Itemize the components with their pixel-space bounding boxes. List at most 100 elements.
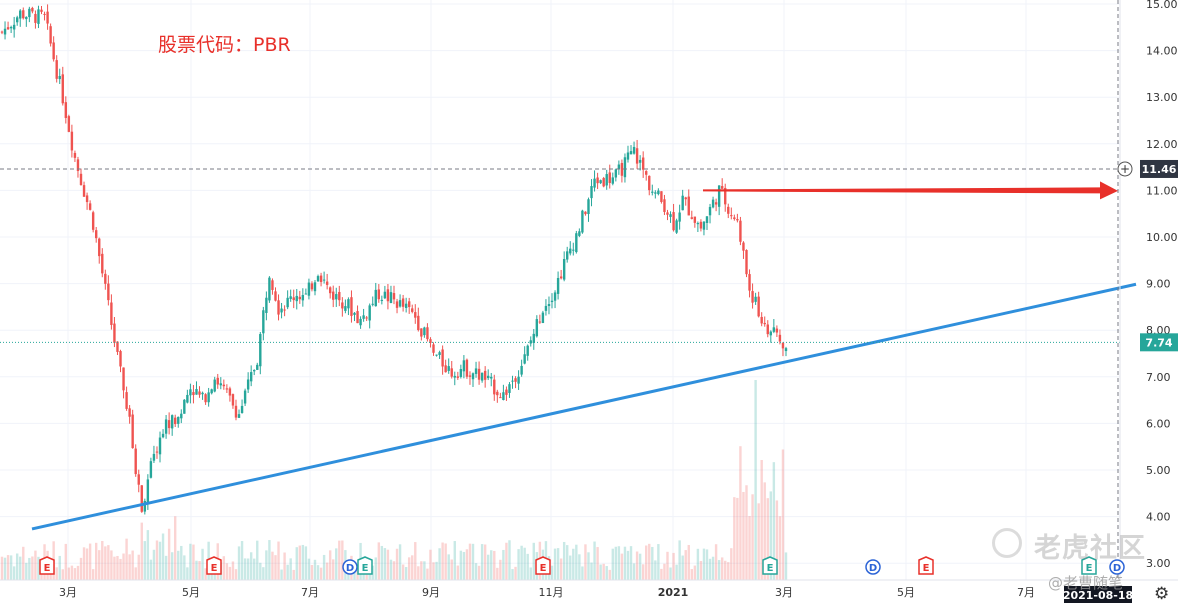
date-badge xyxy=(1064,586,1132,603)
candle-body xyxy=(514,378,517,382)
earnings-icon xyxy=(1081,556,1097,575)
volume-bar xyxy=(502,549,505,580)
candle-body xyxy=(28,8,31,18)
price-axis[interactable]: 15.0014.0013.0012.0011.0010.009.008.007.… xyxy=(1117,0,1178,580)
plus-icon[interactable]: + xyxy=(1120,162,1130,176)
candle-body xyxy=(553,292,557,301)
y-tick-label: 5.00 xyxy=(1146,464,1171,477)
event-marker-D[interactable]: D xyxy=(865,559,881,575)
candle-body xyxy=(465,359,469,377)
candle-body xyxy=(566,251,569,260)
event-marker-D[interactable]: D xyxy=(1109,559,1125,575)
candle-body xyxy=(757,296,760,317)
event-marker-E[interactable]: E xyxy=(762,556,778,575)
volume-bar xyxy=(599,564,602,580)
volume-bar xyxy=(268,540,271,580)
candle-body xyxy=(186,394,189,403)
event-marker-E[interactable]: E xyxy=(535,556,551,575)
volume-bar xyxy=(487,554,490,580)
candle-body xyxy=(581,210,584,233)
event-marker-E[interactable]: E xyxy=(357,556,373,575)
candle-body xyxy=(73,152,77,158)
volume-bar xyxy=(58,555,61,580)
event-label: E xyxy=(211,563,218,574)
candle-body xyxy=(727,206,730,214)
volume-bar xyxy=(104,546,107,580)
volume-bar xyxy=(9,555,13,580)
event-marker-E[interactable]: E xyxy=(1081,556,1097,575)
candle-body xyxy=(143,500,147,512)
volume-bar xyxy=(471,543,475,580)
volume-bar xyxy=(389,559,393,580)
candle-body xyxy=(9,26,13,29)
candle-body xyxy=(249,372,253,382)
candle-body xyxy=(313,282,317,292)
watermark-brand: 老虎社区 xyxy=(1034,533,1146,564)
volume-bar xyxy=(271,551,274,580)
candle-body xyxy=(711,199,715,208)
volume-bar xyxy=(31,556,34,580)
candle-body xyxy=(79,173,83,185)
volume-bar xyxy=(107,545,110,580)
candle-body xyxy=(477,368,481,380)
volume-bar xyxy=(392,561,396,580)
candle-body xyxy=(268,277,271,301)
candle-body xyxy=(462,360,466,372)
volume-bar xyxy=(155,540,159,580)
volume-bar xyxy=(663,563,666,580)
volume-bar xyxy=(131,550,134,580)
candle-body xyxy=(55,60,58,79)
volume-bar xyxy=(724,560,727,580)
x-tick-label: 7月 xyxy=(1017,586,1035,599)
volume-bar xyxy=(234,569,238,580)
volume-bar xyxy=(757,503,760,580)
candle-body xyxy=(259,334,262,367)
candle-body xyxy=(225,388,229,390)
volume-bar xyxy=(426,568,429,580)
candle-body xyxy=(654,192,657,194)
volume-bar xyxy=(328,550,332,580)
candle-body xyxy=(107,283,110,301)
event-label: D xyxy=(346,563,354,574)
volume-bar xyxy=(79,557,83,580)
event-label: E xyxy=(362,563,369,574)
time-axis[interactable]: 3月 5月 7月 9月 11月 2021 3月 5月 7月 2021-08-18 xyxy=(0,579,1178,603)
event-marker-D[interactable]: D xyxy=(342,559,358,575)
volume-bar xyxy=(496,567,499,580)
volume-bar xyxy=(204,568,207,580)
candle-body xyxy=(663,199,666,212)
candle-body xyxy=(85,195,89,203)
volume-bar xyxy=(335,548,338,580)
candle-body xyxy=(213,379,216,392)
candle-body xyxy=(562,258,566,280)
gear-icon[interactable]: ⚙ xyxy=(1154,584,1170,604)
volume-bar xyxy=(25,562,28,580)
x-tick-label: 11月 xyxy=(539,586,564,599)
candle-body xyxy=(714,202,718,205)
event-marker-E[interactable]: E xyxy=(39,556,55,575)
volume-bar xyxy=(289,558,292,580)
candle-body xyxy=(772,327,776,332)
volume-bar xyxy=(438,548,441,580)
earnings-icon xyxy=(206,556,222,575)
volume-bar xyxy=(95,542,98,580)
volume-bar xyxy=(192,544,195,580)
candle-body xyxy=(219,383,222,386)
event-marker-E[interactable]: E xyxy=(206,556,222,575)
event-marker-E[interactable]: E xyxy=(918,556,934,575)
volume-bar xyxy=(638,553,642,580)
volume-bar xyxy=(76,565,80,580)
volume-bar xyxy=(559,558,563,580)
candle-body xyxy=(398,300,402,307)
volume-bar xyxy=(186,567,189,580)
candle-body xyxy=(535,319,539,337)
volume-bar xyxy=(28,557,31,580)
volume-bar xyxy=(110,550,113,580)
candle-body xyxy=(693,216,697,223)
candle-body xyxy=(575,233,578,253)
candle-body xyxy=(125,392,128,409)
candle-body xyxy=(256,364,259,370)
add-alert-icon[interactable] xyxy=(1117,161,1133,177)
candle-body xyxy=(487,375,490,379)
